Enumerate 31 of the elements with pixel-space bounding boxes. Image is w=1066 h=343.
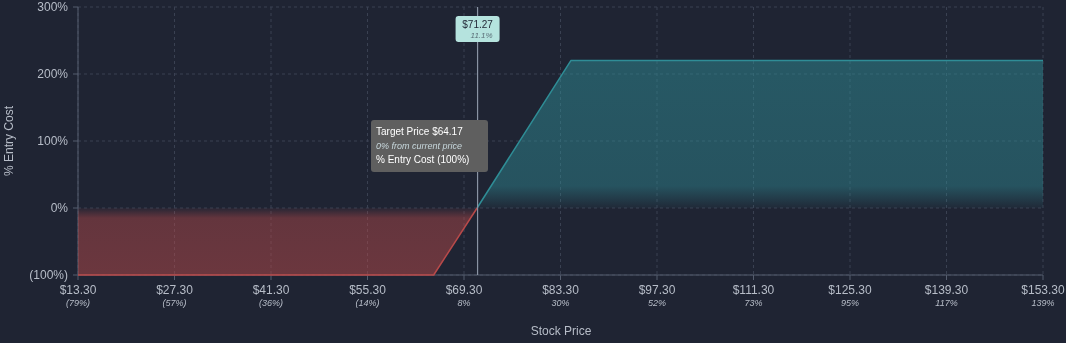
- x-tick-label: $55.30: [349, 283, 387, 297]
- annotation: Target Price $64.17 0% from current price % Entry Cost (100%): [376, 126, 470, 165]
- y-tick-label: 0%: [50, 201, 69, 215]
- x2-tick-label: 139%: [1031, 298, 1055, 308]
- x2-tick-label: (79%): [65, 298, 91, 308]
- x2-tick-label: 52%: [647, 298, 666, 308]
- x2-tick-label: 95%: [840, 298, 859, 308]
- x-tick-label: $41.30: [252, 283, 290, 297]
- x2-tick-label: (36%): [258, 298, 283, 308]
- x-tick-label: $139.30: [924, 283, 969, 297]
- x-axis-title: Stock Price: [530, 324, 592, 338]
- x2-tick-label: (14%): [355, 298, 380, 308]
- y-tick-label: 100%: [37, 134, 69, 148]
- x-tick-label: $125.30: [828, 283, 873, 297]
- x-tick-label: $97.30: [638, 283, 676, 297]
- y-axis-title: % Entry Cost: [2, 105, 16, 177]
- y-tick-label: 300%: [37, 0, 69, 14]
- x-tick-label: $83.30: [542, 283, 580, 297]
- x2-tick-label: (57%): [162, 298, 187, 308]
- y-tick-label: 200%: [37, 67, 69, 81]
- x2-tick-label: 117%: [935, 298, 958, 308]
- x-tick-label: $69.30: [445, 283, 483, 297]
- ref-line-label: $71.27 11.1%: [462, 19, 494, 40]
- x2-tick-label: 8%: [457, 298, 471, 308]
- x-tick-label: $13.30: [59, 283, 97, 297]
- x2-tick-label: 73%: [744, 298, 763, 308]
- x-tick-label: $27.30: [156, 283, 194, 297]
- x2-tick-label: 30%: [551, 298, 570, 308]
- y-tick-label: (100%): [29, 268, 68, 282]
- x-tick-label: $153.30: [1021, 283, 1066, 297]
- x-tick-label: $111.30: [732, 283, 775, 297]
